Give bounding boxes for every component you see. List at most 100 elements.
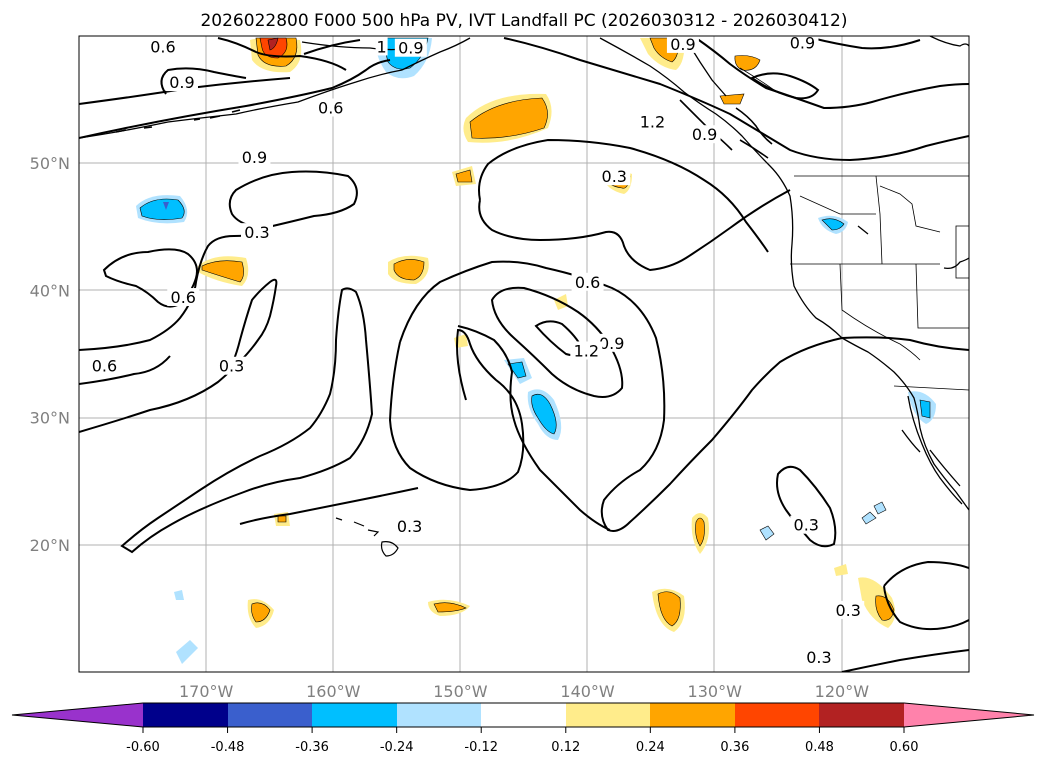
lon-tick-label: 130°W [688, 682, 743, 701]
colorbar-bin [566, 703, 650, 727]
state-border [955, 225, 969, 279]
negative-anomaly-patch [507, 361, 527, 379]
alaska-peninsula-coast [79, 69, 403, 139]
coastlines [79, 36, 969, 511]
pv-contour-0.3 [228, 170, 358, 230]
contour-label-halo [394, 38, 427, 57]
pv-contour-0.3 [776, 465, 837, 548]
contour-label-halo [802, 648, 835, 667]
contour-label: 0.6 [575, 273, 600, 292]
contour-label-halo [636, 112, 669, 131]
inside-passage-islands [739, 139, 769, 159]
negative-anomaly-patch [163, 202, 169, 210]
contour-label: 0.3 [794, 516, 819, 535]
longitude-tick-labels: 170°W 160°W 150°W 140°W 130°W 120°W [179, 682, 869, 701]
pv-contour-0.3 [457, 325, 611, 531]
negative-anomaly-patch [531, 393, 557, 435]
contour-label-halo [165, 73, 198, 92]
pv-contour-1.2 [749, 72, 820, 100]
negative-anomaly-patch [873, 501, 887, 515]
colorbar-bin [397, 703, 481, 727]
lat-tick-label: 20°N [30, 536, 70, 555]
colorbar-tick-label: 0.12 [551, 740, 580, 755]
map-frame [78, 35, 970, 673]
contour-label: 0.9 [790, 34, 815, 53]
state-border [875, 175, 883, 265]
us-mexico-border [893, 385, 969, 391]
positive-anomaly-patch [433, 602, 467, 613]
colorbar-bin [481, 703, 566, 727]
oahu-island [353, 521, 365, 527]
contour-label-halo [786, 36, 819, 52]
positive-anomaly-patch [455, 169, 473, 183]
negative-anomaly-patch [139, 198, 185, 220]
contour-label-halo [146, 37, 179, 56]
positive-anomaly-patch [277, 515, 287, 523]
pv-contours [79, 37, 969, 672]
contour-label-halo [790, 515, 823, 534]
contour-label-halo [241, 223, 273, 242]
pv-contour-0.3 [841, 649, 969, 672]
colorbar-tick-label: -0.36 [295, 740, 329, 755]
negative-anomaly-patch [174, 590, 184, 600]
figure-title: 2026022800 F000 500 hPa PV, IVT Landfall… [200, 11, 847, 31]
hudson-coast [929, 36, 969, 47]
north-america-west-coast [599, 37, 969, 511]
positive-anomaly-patch [695, 517, 705, 547]
colorbar-extend-low [12, 703, 143, 727]
map-background [79, 36, 969, 672]
contour-label-halo [393, 516, 426, 535]
colorbar-bin [735, 703, 819, 727]
colorbar-tick-label: -0.48 [211, 740, 245, 755]
pv-contour-0.3 [239, 487, 419, 525]
pv-contour-0.9 [503, 37, 969, 162]
contour-label-halo [88, 356, 121, 375]
contour-label: 0.9 [670, 35, 695, 54]
colorbar-bin [819, 703, 904, 727]
contour-label-halo [375, 37, 388, 56]
pv-contour-0.9 [695, 37, 969, 110]
colorbar-bin [650, 703, 735, 727]
colorbar-ticks: -0.60 -0.48 -0.36 -0.24 -0.12 0.12 0.24 0.36 0.4… [126, 727, 918, 755]
colorbar-bin [228, 703, 312, 727]
map-panel: 0.60.90.60.90.30.60.6 0.30.60.91.20.30.30… [30, 34, 970, 701]
positive-anomaly-patch [201, 260, 244, 283]
coastal-islands [735, 107, 773, 145]
pv-contour-0.9 [811, 37, 921, 50]
contour-label: 1 [377, 37, 387, 56]
alaska-coast [401, 37, 471, 71]
contour-label-halo [238, 148, 271, 167]
colorbar: -0.60 -0.48 -0.36 -0.24 -0.12 0.12 0.24 0.36 0.4… [11, 702, 1035, 755]
contour-label: 0.9 [242, 148, 267, 167]
contour-label-halo [570, 341, 603, 360]
contour-label: 0.3 [806, 648, 831, 667]
positive-anomaly-patch [834, 564, 848, 576]
contour-label-halo [832, 600, 865, 619]
lat-tick-label: 50°N [30, 154, 70, 173]
contour-label: 0.6 [171, 288, 196, 307]
lon-tick-label: 170°W [179, 682, 234, 701]
positive-anomaly-patch [734, 55, 761, 71]
positive-anomaly-patch [251, 602, 271, 623]
contour-label: 0.9 [398, 39, 423, 58]
hawaiian-islands [335, 517, 399, 557]
contour-label-halo [688, 125, 721, 144]
contour-label: 1.2 [574, 341, 599, 360]
pv-contour-0.9 [160, 67, 247, 95]
pv-contour-0.3 [120, 287, 374, 554]
kauai-island [335, 517, 343, 521]
contour-label: 0.9 [692, 125, 717, 144]
contour-label-halo [666, 36, 699, 53]
negative-anomaly-patch [861, 511, 877, 525]
positive-anomaly-patch [719, 93, 745, 105]
contour-label: 0.6 [318, 99, 343, 118]
contour-label-halo [598, 167, 631, 186]
colorbar-tick-label: -0.60 [126, 740, 160, 755]
contour-label: 0.3 [244, 223, 269, 242]
gulf-of-california-coast [901, 429, 961, 487]
negative-anomaly-patch [176, 640, 198, 664]
state-border [799, 195, 876, 215]
east-coast-fragment [943, 257, 969, 270]
colorbar-tick-label: 0.48 [805, 740, 834, 755]
province-border [879, 185, 941, 233]
